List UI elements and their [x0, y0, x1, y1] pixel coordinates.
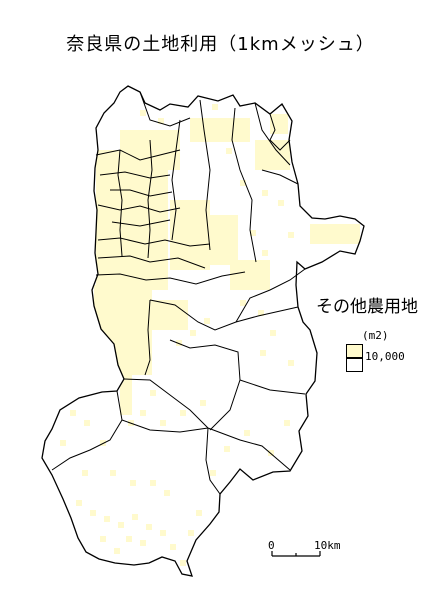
mesh-cell: [210, 215, 238, 265]
scale-label-ten: 10km: [314, 539, 341, 552]
legend-swatch-yellow: [346, 344, 363, 358]
mesh-cell: [120, 375, 132, 415]
legend-unit: (m2): [362, 329, 389, 342]
mesh-cell: [120, 130, 180, 170]
scale-label-zero: 0: [268, 539, 275, 552]
mesh-layer: [60, 100, 360, 566]
mesh-cell: [190, 118, 250, 142]
legend-label: 10,000: [365, 350, 405, 363]
prefecture-outline: [41, 85, 365, 577]
mesh-cell: [96, 150, 168, 290]
mesh-cell: [150, 300, 188, 330]
map-title: 奈良県の土地利用（1kmメッシュ）: [66, 34, 375, 55]
legend-title: その他農用地: [316, 297, 418, 317]
municipal-boundaries: [51, 91, 306, 495]
scale-bar: [271, 551, 321, 557]
legend-swatch-white: [346, 358, 363, 372]
mesh-cell: [310, 224, 360, 244]
mesh-cell: [230, 260, 270, 290]
